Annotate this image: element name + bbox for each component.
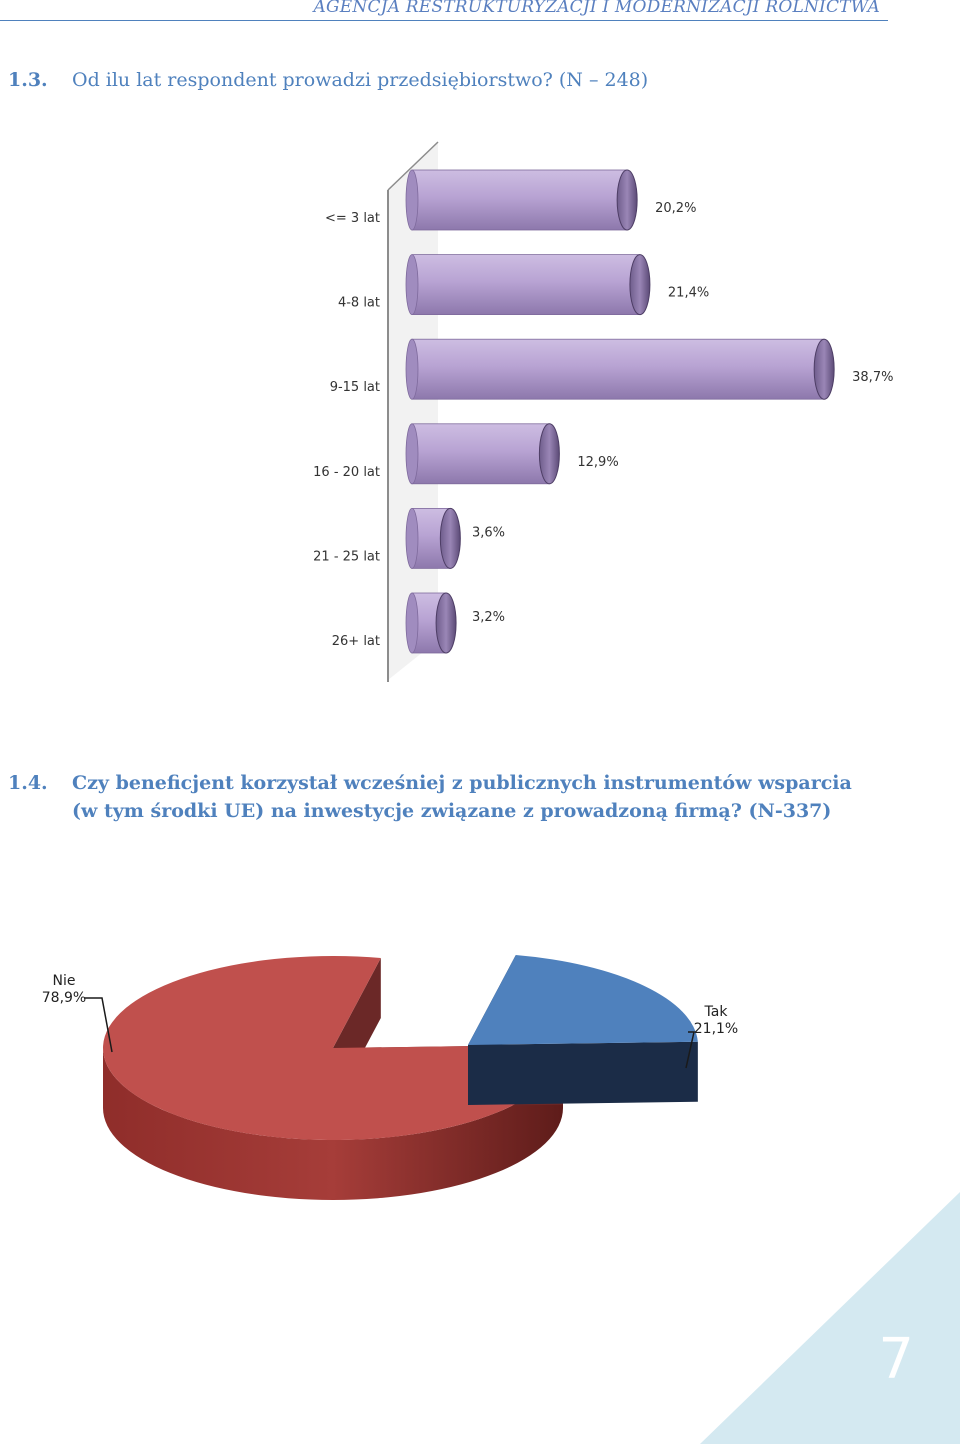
bar-0 (411, 169, 628, 231)
pie-chart: Nie 78,9% Tak 21,1% (42, 955, 738, 1200)
bar-value-label-1: 21,4% (668, 286, 709, 301)
bar-left-cap-0 (405, 169, 419, 231)
header-title: AGENCJA RESTRUKTURYZACJI I MODERNIZACJI … (313, 0, 880, 17)
section-2-title-line2: (w tym środki UE) na inwestycje związane… (72, 800, 832, 822)
pie-leader-nie (84, 997, 113, 1053)
bar-right-cap-2 (813, 338, 835, 400)
section-1-number: 1.3. (8, 69, 48, 91)
bar-value-label-0: 20,2% (655, 201, 696, 216)
bar-2 (411, 338, 825, 400)
bar-chart: <= 3 lat 20,2% 4-8 lat 21,4% 9-15 lat 38,7% 16… (313, 141, 893, 682)
bar-right-cap-1 (629, 254, 651, 316)
section-2-number: 1.4. (8, 772, 48, 794)
pie-label-nie: Nie (53, 973, 76, 989)
pie-value-nie: 78,9% (42, 990, 86, 1006)
bar-left-cap-5 (405, 592, 419, 654)
pie-tak-slice (468, 955, 698, 1105)
bar-3 (411, 423, 550, 485)
bar-right-cap-4 (439, 507, 461, 569)
bar-value-label-5: 3,2% (472, 610, 505, 625)
pie-nie-wall-0 (103, 1048, 563, 1200)
bar-right-cap-3 (538, 423, 560, 485)
section-1-title: Od ilu lat respondent prowadzi przedsięb… (72, 69, 649, 91)
page-number: 7 (878, 1327, 914, 1392)
bar-category-label-4: 21 - 25 lat (313, 549, 380, 564)
bar-category-label-3: 16 - 20 lat (313, 465, 380, 480)
bar-value-label-4: 3,6% (472, 525, 505, 540)
section-2-title-line1: Czy beneficjent korzystał wcześniej z pu… (72, 772, 852, 794)
bar-category-label-2: 9-15 lat (330, 380, 380, 395)
pie-tak-edge-1 (468, 1041, 698, 1105)
bar-left-cap-2 (405, 338, 419, 400)
page-header: AGENCJA RESTRUKTURYZACJI I MODERNIZACJI … (0, 0, 888, 21)
pie-label-tak: Tak (704, 1004, 729, 1020)
pie-nie-top (102, 956, 563, 1140)
bar-category-label-0: <= 3 lat (325, 211, 380, 226)
bar-right-cap-0 (616, 169, 638, 231)
bar-left-cap-3 (405, 423, 419, 485)
pie-leader-tak (685, 1031, 695, 1069)
bar-chart-axis-top (387, 141, 439, 191)
pie-value-tak: 21,1% (694, 1021, 738, 1037)
bar-category-label-5: 26+ lat (332, 634, 380, 649)
pie-tak-top (468, 955, 698, 1045)
bar-category-label-1: 4-8 lat (338, 296, 380, 311)
bar-value-label-2: 38,7% (852, 370, 893, 385)
bar-1 (411, 254, 641, 316)
bar-left-cap-4 (405, 508, 419, 569)
page-corner-decoration (700, 1192, 960, 1444)
pie-nie-slice (102, 956, 563, 1200)
bar-value-label-3: 12,9% (577, 455, 618, 470)
bar-right-cap-5 (435, 592, 457, 654)
bar-left-cap-1 (405, 254, 419, 316)
